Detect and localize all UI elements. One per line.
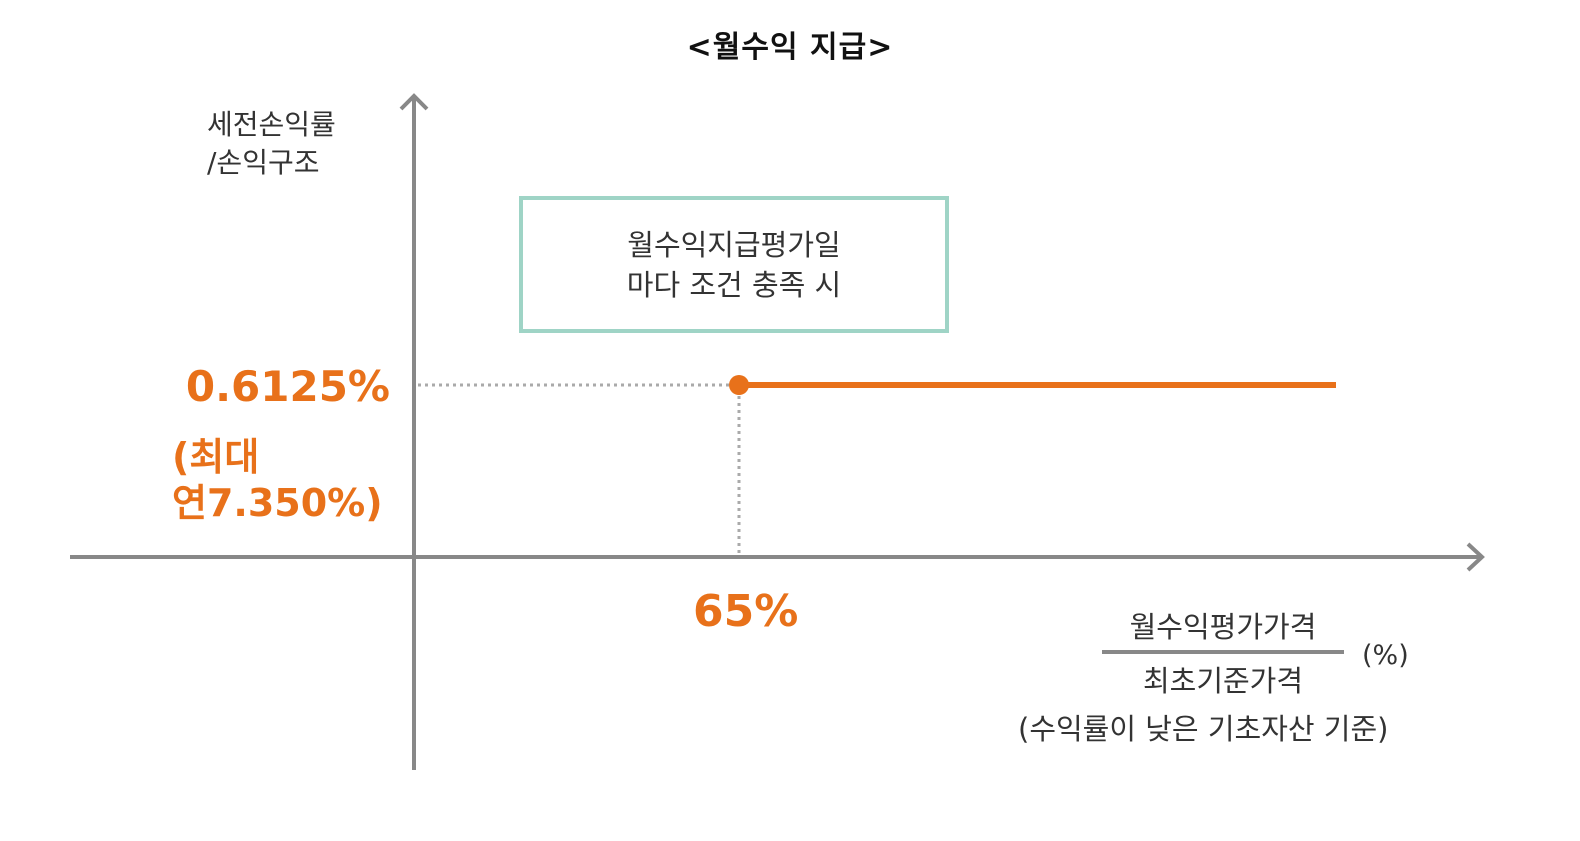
x-label-denominator: 최초기준가격 bbox=[1142, 664, 1304, 698]
y-max-line1: (최대 bbox=[172, 435, 260, 479]
x-value-label: 65% bbox=[693, 586, 799, 637]
y-axis-arrow-icon bbox=[399, 93, 429, 111]
payoff-start-marker bbox=[729, 375, 749, 395]
y-axis-label: 세전손익률 /손익구조 bbox=[207, 106, 336, 182]
x-label-unit: (%) bbox=[1362, 640, 1409, 671]
y-max-line2: 연7.350%) bbox=[172, 481, 383, 525]
y-axis-label-line1: 세전손익률 bbox=[207, 108, 336, 141]
x-axis-label-fraction: 월수익평가가격 최초기준가격 bbox=[1102, 608, 1344, 704]
condition-box: 월수익지급평가일 마다 조건 충족 시 bbox=[519, 196, 949, 333]
x-axis-arrow-icon bbox=[1466, 542, 1485, 572]
x-label-numerator: 월수익평가가격 bbox=[1102, 608, 1344, 654]
x-label-basis: (수익률이 낮은 기초자산 기준) bbox=[1018, 712, 1389, 746]
y-value-label: 0.6125% bbox=[185, 362, 390, 411]
condition-line2: 마다 조건 충족 시 bbox=[626, 267, 842, 302]
y-axis-label-line2: /손익구조 bbox=[207, 146, 320, 179]
chart-title: <월수익 지급> bbox=[686, 30, 894, 65]
y-max-annotation: (최대 연7.350%) bbox=[172, 434, 383, 526]
condition-line1: 월수익지급평가일 bbox=[627, 227, 841, 262]
